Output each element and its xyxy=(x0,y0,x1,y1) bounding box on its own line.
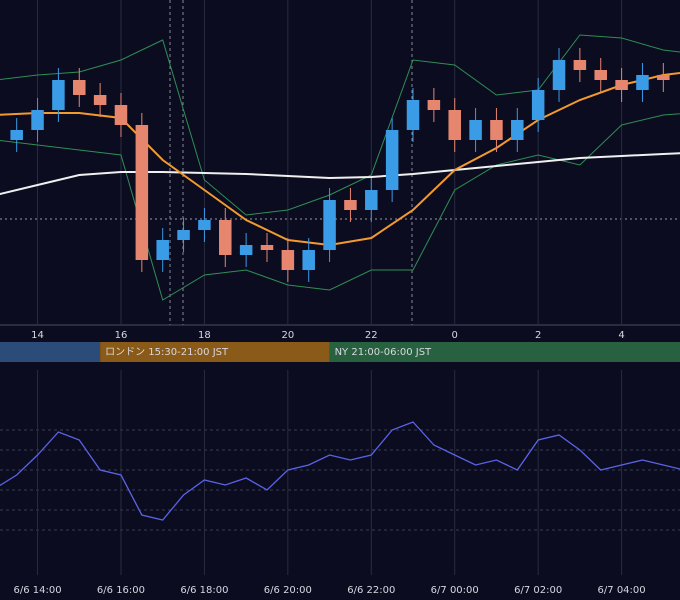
x-tick-label: 6/6 22:00 xyxy=(347,585,395,596)
x-tick-label: 6/6 20:00 xyxy=(264,585,312,596)
session-label: NY 21:00-06:00 JST xyxy=(335,347,432,358)
session-bar xyxy=(100,342,330,362)
indicator-line xyxy=(0,71,680,247)
candle-body xyxy=(469,120,482,140)
x-tick-label: 6/6 14:00 xyxy=(13,585,61,596)
candle-body xyxy=(260,245,274,250)
candle-body xyxy=(385,130,399,190)
candle-body xyxy=(93,95,107,105)
plot-area xyxy=(0,34,680,301)
candle-body xyxy=(302,250,315,270)
indicator-line xyxy=(0,34,680,216)
candle-body xyxy=(135,125,149,260)
session-bar xyxy=(329,342,680,362)
candle-body xyxy=(177,230,190,240)
indicator-line xyxy=(0,113,680,301)
plot-area xyxy=(0,421,680,521)
x-tick-label: 6/7 02:00 xyxy=(514,585,562,596)
x-tick-label: 18 xyxy=(198,330,211,341)
x-tick-label: 6/7 04:00 xyxy=(598,585,646,596)
candle-body xyxy=(552,60,566,90)
x-tick-label: 16 xyxy=(115,330,128,341)
candle-body xyxy=(365,190,378,210)
candle-body xyxy=(594,70,607,80)
oscillator-line xyxy=(0,421,680,521)
x-tick-label: 2 xyxy=(535,330,541,341)
candle-body xyxy=(73,80,86,95)
candle-body xyxy=(219,220,232,255)
x-tick-label: 4 xyxy=(618,330,624,341)
x-tick-label: 22 xyxy=(365,330,378,341)
candle-body xyxy=(615,80,628,90)
x-tick-label: 14 xyxy=(31,330,44,341)
candle-body xyxy=(448,110,461,140)
candle-body xyxy=(573,60,587,70)
indicator-line xyxy=(0,152,680,196)
x-tick-label: 0 xyxy=(452,330,458,341)
layout-lines xyxy=(0,0,680,531)
candle-body xyxy=(636,75,649,90)
candle-body xyxy=(657,75,670,80)
x-tick-label: 6/6 16:00 xyxy=(97,585,145,596)
session-bar xyxy=(0,342,101,362)
candle-body xyxy=(156,240,169,260)
x-tick-label: 6/6 18:00 xyxy=(180,585,228,596)
candle-body xyxy=(31,110,44,130)
candle-body xyxy=(198,220,211,230)
candle-body xyxy=(281,250,295,270)
candle-body xyxy=(323,200,336,250)
candle-body xyxy=(531,90,545,120)
candle-body xyxy=(10,130,23,140)
candle-body xyxy=(406,100,420,130)
candle-body xyxy=(114,105,128,125)
x-tick-label: 6/7 00:00 xyxy=(431,585,479,596)
candle-body xyxy=(239,245,253,255)
x-tick-label: 20 xyxy=(281,330,294,341)
candle-body xyxy=(490,120,503,140)
candle-body xyxy=(511,120,524,140)
session-label: ロンドン 15:30-21:00 JST xyxy=(105,347,229,358)
candle-body xyxy=(52,80,65,110)
candle-body xyxy=(344,200,357,210)
candle-body xyxy=(427,100,441,110)
